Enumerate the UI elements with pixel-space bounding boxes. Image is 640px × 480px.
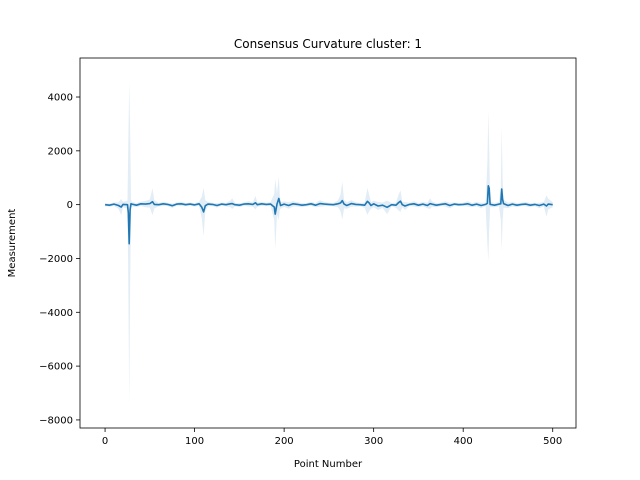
y-axis-label: Measurement <box>7 209 18 278</box>
x-tick-label: 500 <box>543 436 562 447</box>
x-tick-label: 400 <box>454 436 473 447</box>
y-tick-label: 2000 <box>48 146 73 157</box>
y-tick-label: 0 <box>67 200 73 211</box>
series-line <box>105 185 553 245</box>
plot-area <box>105 82 553 406</box>
y-tick-label: −2000 <box>39 254 73 265</box>
x-tick-label: 100 <box>185 436 204 447</box>
x-tick-label: 300 <box>364 436 383 447</box>
chart-title: Consensus Curvature cluster: 1 <box>234 37 422 51</box>
y-tick-label: −6000 <box>39 362 73 373</box>
x-tick-label: 200 <box>275 436 294 447</box>
y-tick-label: 4000 <box>48 93 73 104</box>
x-axis: 0 100 200 300 400 500 <box>102 428 562 447</box>
axes-frame <box>79 57 577 429</box>
y-tick-label: −4000 <box>39 308 73 319</box>
y-tick-label: −8000 <box>39 415 73 426</box>
x-tick-label: 0 <box>102 436 108 447</box>
x-axis-label: Point Number <box>294 459 363 470</box>
y-axis: −8000 −6000 −4000 −2000 0 2000 4000 <box>39 93 80 426</box>
